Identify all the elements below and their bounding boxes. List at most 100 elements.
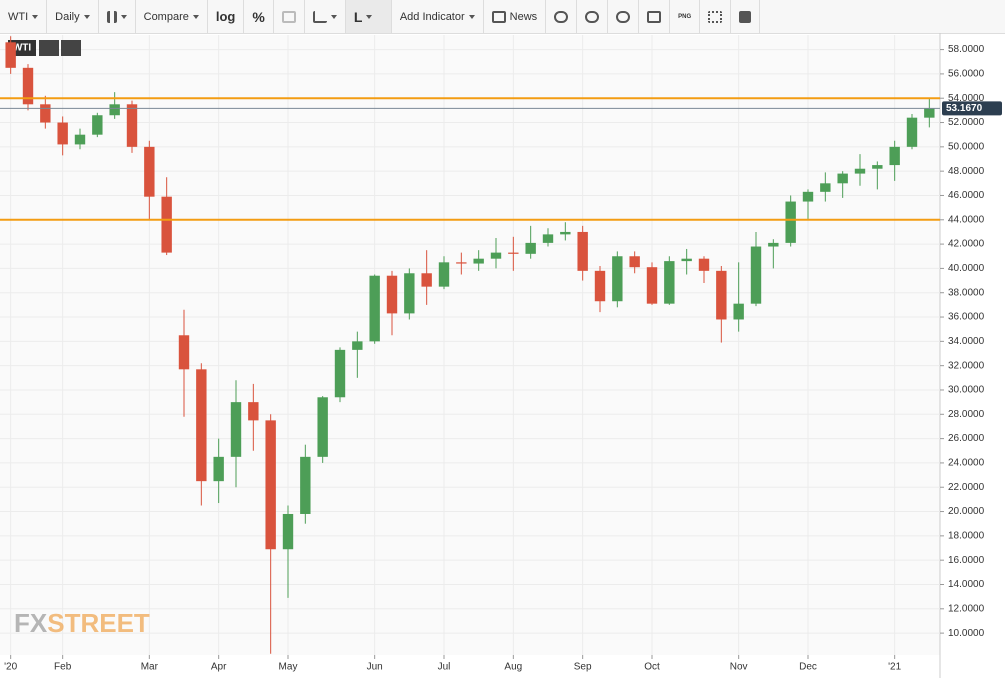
candle-body bbox=[352, 341, 363, 350]
watermark-street: STREET bbox=[47, 608, 150, 638]
y-tick-label: 42.0000 bbox=[948, 239, 985, 250]
x-tick-label: Aug bbox=[504, 662, 522, 673]
x-tick-label: Nov bbox=[730, 662, 748, 673]
candle-body bbox=[629, 256, 640, 268]
candle-body bbox=[854, 168, 866, 174]
y-tick-label: 30.0000 bbox=[948, 385, 985, 396]
y-tick-label: 44.0000 bbox=[948, 214, 985, 225]
y-tick-label: 24.0000 bbox=[948, 458, 985, 469]
candle-body bbox=[889, 146, 900, 166]
candle-body bbox=[785, 201, 796, 243]
candle-body bbox=[144, 146, 155, 197]
interval: Daily bbox=[55, 10, 80, 23]
candle-body bbox=[768, 242, 779, 247]
refresh-button[interactable] bbox=[546, 0, 578, 33]
candle-body bbox=[906, 117, 918, 147]
sound-button[interactable] bbox=[731, 0, 761, 33]
export: PNG bbox=[678, 13, 692, 20]
candle-body bbox=[456, 262, 467, 264]
y-tick-label: 54.0000 bbox=[948, 93, 985, 104]
y-tick-label: 22.0000 bbox=[948, 482, 985, 493]
candle-body bbox=[525, 242, 536, 254]
last-price-box bbox=[942, 101, 1002, 116]
candle-body bbox=[109, 104, 120, 116]
chart: WTI FXSTREET 10.0000 12.0000 14.0000 16.000… bbox=[0, 33, 1002, 678]
candle-body bbox=[490, 252, 502, 259]
y-tick-label: 16.0000 bbox=[948, 555, 985, 566]
y-tick-label: 58.0000 bbox=[948, 44, 985, 55]
log-button[interactable]: log bbox=[208, 0, 245, 33]
log: log bbox=[215, 9, 236, 24]
candle-body bbox=[213, 456, 224, 482]
add-indicator: Add Indicator bbox=[399, 10, 465, 23]
candle-body bbox=[74, 134, 86, 145]
candle-body bbox=[334, 349, 346, 398]
y-tick-label: 20.0000 bbox=[948, 506, 985, 517]
x-tick-label: May bbox=[279, 662, 298, 673]
export-button[interactable]: PNG bbox=[670, 0, 701, 33]
candle-body bbox=[317, 397, 328, 457]
compare-button[interactable]: Compare bbox=[136, 0, 208, 33]
reload-icon[interactable] bbox=[39, 40, 59, 56]
candle-body bbox=[57, 122, 68, 145]
y-tick-label: 36.0000 bbox=[948, 312, 985, 323]
zoom-out-button[interactable] bbox=[608, 0, 640, 33]
x-tick-label: Dec bbox=[799, 662, 817, 673]
symbol: WTI bbox=[8, 10, 29, 23]
y-tick-label: 56.0000 bbox=[948, 69, 985, 80]
candle-body bbox=[404, 273, 415, 314]
area-button[interactable] bbox=[274, 0, 305, 33]
x-tick-label: Jul bbox=[438, 662, 451, 673]
toolbar: WTI Daily Compare log % L Add Indicator … bbox=[0, 0, 1005, 34]
watermark-fx: FX bbox=[14, 608, 48, 638]
candle-body bbox=[126, 104, 138, 147]
indicator-button[interactable]: Add Indicator bbox=[392, 0, 484, 33]
line-tool-button[interactable]: L bbox=[345, 0, 392, 33]
candle-body bbox=[161, 196, 172, 253]
y-tick-label: 10.0000 bbox=[948, 628, 985, 639]
y-tick-label: 50.0000 bbox=[948, 141, 985, 152]
candle-body bbox=[40, 104, 51, 123]
candle-body bbox=[386, 275, 398, 314]
last-price-label: 53.1670 bbox=[946, 103, 983, 114]
candle-body bbox=[542, 234, 554, 243]
y-tick-label: 48.0000 bbox=[948, 166, 985, 177]
candle-body bbox=[837, 173, 848, 184]
settings-icon[interactable] bbox=[61, 40, 81, 56]
candle-body bbox=[300, 456, 311, 514]
candle-body bbox=[872, 165, 883, 169]
candle-body bbox=[820, 183, 831, 192]
candle-body bbox=[733, 303, 744, 320]
candle-body bbox=[698, 258, 710, 271]
volume-button[interactable] bbox=[305, 0, 346, 33]
x-tick-label: Sep bbox=[574, 662, 592, 673]
symbol-button[interactable]: WTI bbox=[0, 0, 48, 33]
plot-area bbox=[0, 35, 940, 655]
x-tick-label: '21 bbox=[888, 662, 901, 673]
candle-body bbox=[22, 67, 34, 105]
interval-button[interactable]: Daily bbox=[47, 0, 99, 33]
y-tick-label: 26.0000 bbox=[948, 433, 985, 444]
candle-body bbox=[664, 261, 675, 304]
candle-body bbox=[508, 252, 519, 254]
percent-button[interactable]: % bbox=[244, 0, 274, 33]
candle-body bbox=[438, 262, 450, 287]
chart-type-button[interactable] bbox=[99, 0, 136, 33]
y-tick-label: 52.0000 bbox=[948, 117, 985, 128]
fullscreen-button[interactable] bbox=[700, 0, 732, 33]
print-button[interactable] bbox=[639, 0, 671, 33]
y-tick-label: 34.0000 bbox=[948, 336, 985, 347]
watermark: FXSTREET bbox=[14, 608, 150, 638]
candle-body bbox=[577, 231, 588, 271]
news-button[interactable]: News bbox=[484, 0, 547, 33]
y-tick-label: 38.0000 bbox=[948, 287, 985, 298]
candle-body bbox=[248, 402, 259, 421]
x-tick-label: Mar bbox=[141, 662, 159, 673]
y-tick-label: 18.0000 bbox=[948, 531, 985, 542]
y-tick-label: 14.0000 bbox=[948, 579, 985, 590]
x-tick-label: '20 bbox=[4, 662, 17, 673]
candle-body bbox=[5, 42, 16, 68]
zoom-in-button[interactable] bbox=[577, 0, 609, 33]
candle-body bbox=[750, 246, 762, 304]
